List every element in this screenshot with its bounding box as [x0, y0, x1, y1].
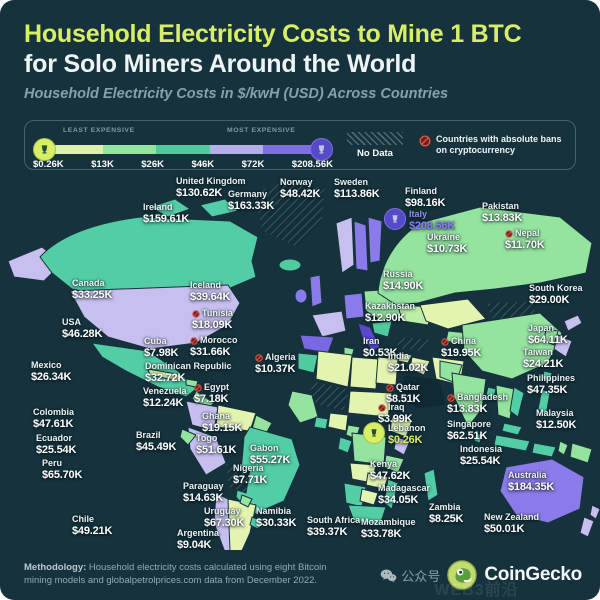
brand-name: CoinGecko [484, 564, 582, 585]
scale-stop-5: $72K [241, 159, 265, 170]
no-data-hatch-swatch [347, 131, 403, 145]
methodology-text: Methodology: Household electricity costs… [24, 562, 354, 588]
most-expensive-trophy-icon [310, 138, 333, 161]
scale-segment-4 [209, 145, 263, 154]
scale-stop-labels: $0.26K $13K $26K $46K $72K $208.56K [33, 159, 333, 170]
continents [7, 178, 600, 550]
scale-stop-2: $13K [91, 159, 114, 170]
legend: LEAST EXPENSIVE MOST EXPENSIVE $0.26K $13… [24, 120, 576, 170]
wechat-watermark: 公众号 [380, 566, 440, 585]
brand-area: 公众号 WEB3前沿 CoinGecko [380, 560, 582, 599]
scale-segment-1 [50, 145, 104, 154]
scale-stop-1: $0.26K [33, 159, 64, 170]
gradient-bar [50, 145, 316, 154]
scale-segment-5 [262, 145, 316, 154]
ban-note-line2: on cryptocurrency [436, 145, 516, 155]
ban-note-line1: Countries with absolute bans [436, 133, 562, 144]
scale-stop-6: $208.56K [291, 159, 333, 170]
title-line2: for Solo Miners Around the World [24, 49, 417, 78]
least-expensive-label: LEAST EXPENSIVE [63, 127, 135, 134]
header: Household Electricity Costs to Mine 1 BT… [0, 0, 600, 102]
methodology-label: Methodology: [24, 562, 87, 574]
watermark-cn-text: 公众号 [401, 568, 441, 584]
scale-segment-3 [156, 145, 210, 154]
no-data-label: No Data [357, 147, 393, 159]
scale-stop-4: $46K [191, 159, 215, 170]
scale-stop-3: $26K [141, 159, 164, 170]
world-map [7, 178, 600, 550]
subtitle: Household Electricity Costs in $/kwH (US… [24, 86, 449, 102]
most-expensive-label: MOST EXPENSIVE [227, 127, 296, 134]
ban-icon [419, 135, 431, 147]
methodology-body: Household electricity costs calculated u… [24, 562, 327, 586]
coingecko-logo [447, 560, 478, 590]
scale-segment-2 [103, 145, 157, 154]
footer: Methodology: Household electricity costs… [24, 560, 582, 599]
color-scale: LEAST EXPENSIVE MOST EXPENSIVE $0.26K $13… [33, 125, 333, 170]
no-data-key: No Data [347, 131, 403, 159]
cheapest-trophy-icon [33, 138, 56, 161]
ban-key: Countries with absolute bans on cryptocu… [419, 134, 562, 157]
wechat-icon [381, 568, 397, 582]
title-line1: Household Electricity Costs to Mine 1 BT… [24, 20, 522, 48]
